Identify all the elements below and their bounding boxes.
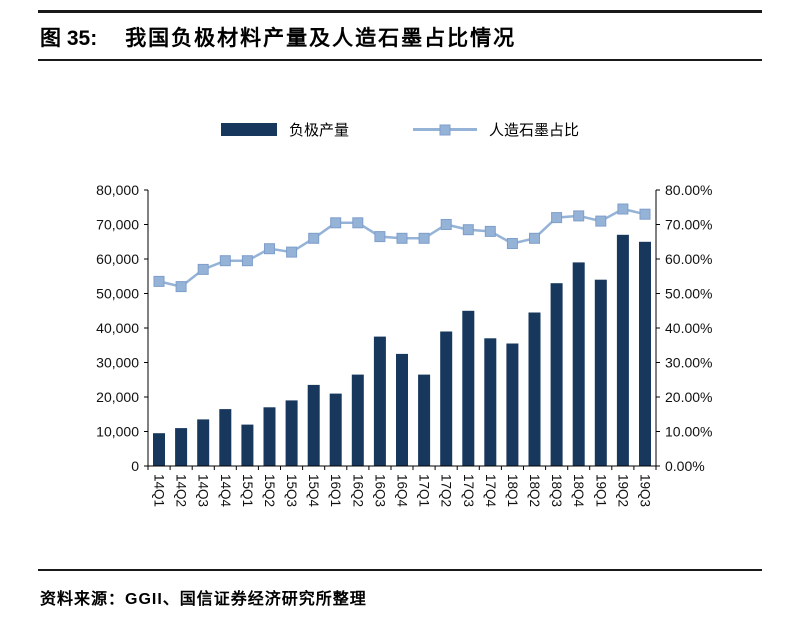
svg-text:15Q4: 15Q4 bbox=[306, 474, 321, 508]
line-series bbox=[153, 203, 651, 293]
legend-item-bar-series: 负极产量 bbox=[220, 119, 349, 140]
combo-chart: 0 10,000 20,000 30,000 40,000 50,000 60,000 70,… bbox=[62, 152, 762, 549]
svg-text:70,000: 70,000 bbox=[96, 217, 139, 233]
svg-text:50,000: 50,000 bbox=[96, 286, 139, 302]
header-rule bbox=[38, 59, 762, 61]
svg-text:18Q3: 18Q3 bbox=[549, 474, 564, 507]
chart-legend: 负极产量 人造石墨占比 bbox=[38, 119, 762, 140]
svg-text:15Q3: 15Q3 bbox=[284, 474, 299, 507]
svg-text:30.00%: 30.00% bbox=[665, 355, 712, 371]
svg-text:16Q4: 16Q4 bbox=[395, 474, 410, 508]
x-axis-labels: 14Q1 14Q2 14Q3 14Q4 15Q1 15Q2 15Q3 15Q4 16Q1 16Q2… bbox=[152, 474, 653, 508]
svg-text:80,000: 80,000 bbox=[96, 182, 139, 198]
svg-text:18Q4: 18Q4 bbox=[571, 474, 586, 508]
bar-series bbox=[153, 234, 651, 467]
right-axis-ticks: 0.00% 10.00% 20.00% 30.00% 40.00% 50.00% 60.00… bbox=[656, 182, 712, 474]
svg-text:19Q2: 19Q2 bbox=[615, 474, 630, 507]
line-swatch-icon bbox=[413, 124, 477, 135]
svg-text:20.00%: 20.00% bbox=[665, 389, 712, 405]
svg-text:14Q2: 14Q2 bbox=[174, 474, 189, 507]
svg-text:15Q1: 15Q1 bbox=[240, 474, 255, 507]
svg-text:17Q1: 17Q1 bbox=[417, 474, 432, 507]
svg-text:20,000: 20,000 bbox=[96, 389, 139, 405]
svg-text:10,000: 10,000 bbox=[96, 424, 139, 440]
svg-text:16Q3: 16Q3 bbox=[372, 474, 387, 507]
svg-text:17Q3: 17Q3 bbox=[461, 474, 476, 507]
legend-label-line: 人造石墨占比 bbox=[489, 122, 580, 139]
svg-text:15Q2: 15Q2 bbox=[262, 474, 277, 507]
figure-header: 图 35: 我国负极材料产量及人造石墨占比情况 bbox=[38, 13, 762, 59]
svg-text:0: 0 bbox=[131, 458, 139, 474]
svg-text:19Q1: 19Q1 bbox=[593, 474, 608, 507]
svg-text:40,000: 40,000 bbox=[96, 320, 139, 336]
svg-text:17Q4: 17Q4 bbox=[483, 474, 498, 508]
source-note: 资料来源：GGII、国信证券经济研究所整理 bbox=[40, 591, 367, 608]
legend-item-line-series: 人造石墨占比 bbox=[413, 119, 579, 140]
svg-text:16Q1: 16Q1 bbox=[328, 474, 343, 507]
top-rule bbox=[38, 10, 762, 13]
svg-text:14Q4: 14Q4 bbox=[218, 474, 233, 508]
svg-text:16Q2: 16Q2 bbox=[350, 474, 365, 507]
svg-text:17Q2: 17Q2 bbox=[439, 474, 454, 507]
footer-rule bbox=[38, 569, 762, 571]
svg-text:14Q3: 14Q3 bbox=[196, 474, 211, 507]
figure-page: 图 35: 我国负极材料产量及人造石墨占比情况 负极产量 人造石墨占比 0 10,… bbox=[38, 10, 762, 608]
svg-text:18Q2: 18Q2 bbox=[527, 474, 542, 507]
svg-text:80.00%: 80.00% bbox=[665, 182, 712, 198]
bar-swatch-icon bbox=[220, 123, 277, 136]
svg-text:19Q3: 19Q3 bbox=[638, 474, 653, 507]
figure-number: 图 35: bbox=[40, 27, 98, 50]
figure-title: 我国负极材料产量及人造石墨占比情况 bbox=[125, 27, 517, 50]
svg-text:18Q1: 18Q1 bbox=[505, 474, 520, 507]
svg-text:10.00%: 10.00% bbox=[665, 424, 712, 440]
left-axis-ticks: 0 10,000 20,000 30,000 40,000 50,000 60,000 70,… bbox=[96, 182, 148, 474]
svg-text:0.00%: 0.00% bbox=[665, 458, 705, 474]
svg-text:60,000: 60,000 bbox=[96, 251, 139, 267]
svg-text:60.00%: 60.00% bbox=[665, 251, 712, 267]
svg-text:30,000: 30,000 bbox=[96, 355, 139, 371]
svg-text:70.00%: 70.00% bbox=[665, 217, 712, 233]
chart-svg: 0 10,000 20,000 30,000 40,000 50,000 60,000 70,… bbox=[96, 182, 712, 508]
svg-text:14Q1: 14Q1 bbox=[152, 474, 167, 507]
line-marker-icon bbox=[439, 124, 451, 135]
svg-text:50.00%: 50.00% bbox=[665, 286, 712, 302]
legend-label-bar: 负极产量 bbox=[288, 122, 349, 139]
svg-text:40.00%: 40.00% bbox=[665, 320, 712, 336]
